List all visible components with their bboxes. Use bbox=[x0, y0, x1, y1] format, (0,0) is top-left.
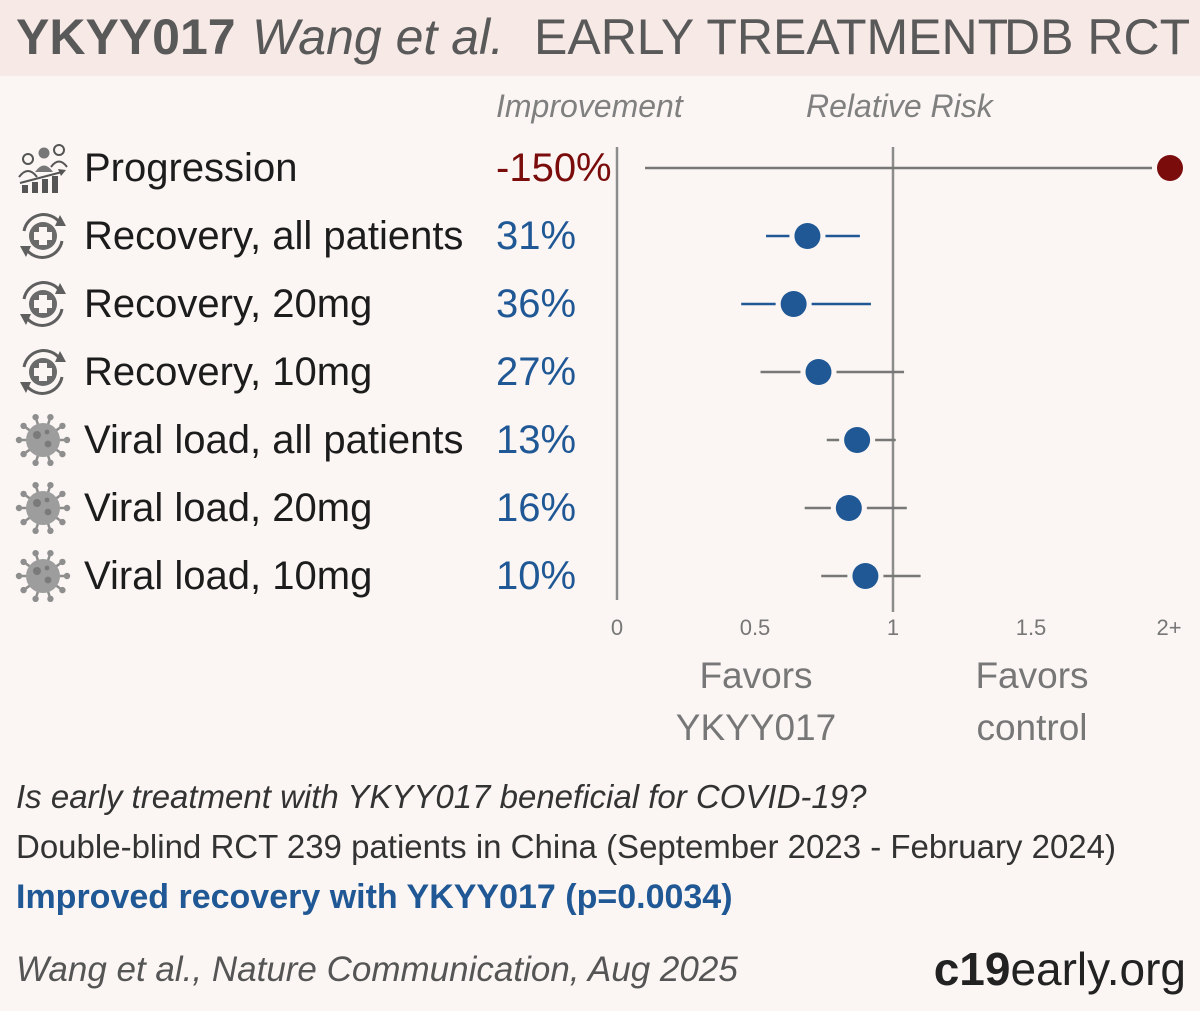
title-bar: YKYY017 Wang et al. EARLY TREATMENT DB R… bbox=[0, 0, 1200, 76]
improvement-column-header: Improvement bbox=[496, 88, 683, 124]
recovery-icon bbox=[14, 207, 72, 265]
x-tick-label: 0 bbox=[611, 615, 623, 640]
x-tick-label: 2+ bbox=[1156, 615, 1181, 640]
study-author: Wang et al. bbox=[252, 9, 505, 65]
drug-name: YKYY017 bbox=[16, 9, 236, 65]
effect-point bbox=[780, 291, 807, 317]
virus-icon bbox=[14, 479, 72, 537]
improvement-value: -150% bbox=[496, 146, 612, 190]
effect-point bbox=[1157, 155, 1183, 181]
study-citation: Wang et al., Nature Communication, Aug 2… bbox=[16, 950, 738, 989]
effect-point bbox=[844, 427, 871, 453]
progression-icon bbox=[14, 139, 72, 197]
outcome-label: Recovery, 20mg bbox=[84, 282, 373, 326]
x-tick-label: 1.5 bbox=[1016, 615, 1047, 640]
favors-control-label: Favors control bbox=[912, 650, 1152, 754]
recovery-icon bbox=[14, 343, 72, 401]
study-question: Is early treatment with YKYY017 benefici… bbox=[16, 778, 867, 815]
recovery-icon bbox=[14, 275, 72, 333]
improvement-value: 36% bbox=[496, 282, 577, 326]
effect-point bbox=[794, 223, 821, 249]
outcome-label: Viral load, 20mg bbox=[84, 486, 373, 530]
favors-treatment-line1: Favors bbox=[699, 655, 813, 696]
outcome-label: Recovery, all patients bbox=[84, 214, 464, 258]
virus-icon bbox=[14, 547, 72, 605]
virus-icon bbox=[14, 411, 72, 469]
outcome-label: Viral load, 10mg bbox=[84, 554, 373, 598]
study-details: Double-blind RCT 239 patients in China (… bbox=[16, 828, 1117, 865]
favors-control-line1: Favors bbox=[975, 655, 1089, 696]
effect-point bbox=[805, 359, 832, 385]
treatment-stage: EARLY TREATMENT bbox=[534, 9, 1009, 65]
brand-bold: c19 bbox=[933, 943, 1011, 995]
site-brand[interactable]: c19early.org bbox=[934, 942, 1186, 996]
outcome-label: Progression bbox=[84, 146, 298, 190]
x-tick-label: 0.5 bbox=[740, 615, 771, 640]
x-tick-label: 1 bbox=[887, 615, 899, 640]
improvement-value: 27% bbox=[496, 350, 577, 394]
improvement-value: 16% bbox=[496, 486, 577, 530]
effect-point bbox=[852, 563, 879, 589]
outcome-label: Recovery, 10mg bbox=[84, 350, 373, 394]
study-design: DB RCT bbox=[1004, 9, 1191, 65]
favors-treatment-line2: YKYY017 bbox=[675, 707, 837, 748]
favors-control-line2: control bbox=[976, 707, 1088, 748]
improvement-value: 10% bbox=[496, 554, 577, 598]
brand-rest: early.org bbox=[1010, 943, 1186, 995]
relative-risk-column-header: Relative Risk bbox=[806, 88, 993, 124]
improvement-value: 31% bbox=[496, 214, 577, 258]
outcome-label: Viral load, all patients bbox=[84, 418, 464, 462]
effect-point bbox=[835, 495, 862, 521]
improvement-value: 13% bbox=[496, 418, 577, 462]
favors-treatment-label: Favors YKYY017 bbox=[636, 650, 876, 754]
study-result: Improved recovery with YKYY017 (p=0.0034… bbox=[16, 878, 733, 916]
